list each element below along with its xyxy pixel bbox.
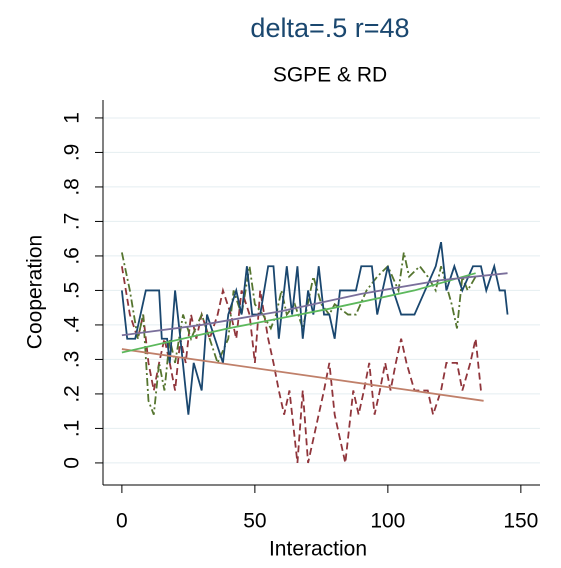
- x-tick-label: 150: [503, 510, 538, 533]
- x-tick-label: 100: [370, 510, 405, 533]
- series-line: [121, 348, 484, 402]
- y-tick-label: 1: [61, 112, 84, 124]
- series-line: [121, 272, 508, 337]
- y-tick-label: .4: [61, 316, 84, 334]
- series-line: [120, 266, 482, 464]
- y-axis-label: Cooperation: [24, 235, 47, 349]
- y-tick-label: .5: [61, 282, 84, 300]
- y-tick-label: .2: [61, 385, 84, 403]
- series-line: [121, 272, 476, 354]
- y-tick-label: .8: [61, 178, 84, 196]
- y-tick-label: .6: [61, 247, 84, 265]
- y-tick-label: .9: [61, 144, 84, 162]
- x-tick-label: 50: [243, 510, 266, 533]
- chart-subtitle: SGPE & RD: [273, 64, 387, 87]
- y-tick-label: .7: [61, 213, 84, 231]
- chart-title: delta=.5 r=48: [250, 13, 409, 43]
- y-tick-label: .3: [61, 351, 84, 369]
- x-tick-label: 0: [116, 510, 128, 533]
- y-tick-label: .1: [61, 420, 84, 438]
- series-line: [120, 241, 509, 415]
- x-axis-label: Interaction: [269, 538, 367, 561]
- y-tick-label: 0: [61, 457, 84, 469]
